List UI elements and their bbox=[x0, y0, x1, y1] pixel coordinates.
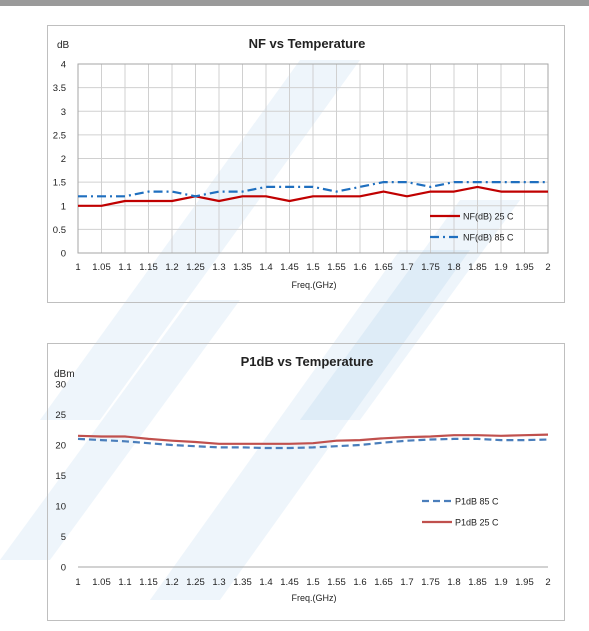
x-tick-label: 1.45 bbox=[280, 577, 299, 588]
x-tick-label: 1.05 bbox=[92, 262, 111, 273]
x-tick-label: 1.95 bbox=[515, 577, 534, 588]
x-tick-label: 1.5 bbox=[306, 262, 319, 273]
x-tick-label: 1.9 bbox=[494, 262, 507, 273]
x-tick-label: 1.15 bbox=[139, 262, 158, 273]
x-tick-label: 2 bbox=[545, 577, 550, 588]
y-tick-label: 30 bbox=[55, 380, 66, 391]
x-tick-label: 1.75 bbox=[421, 577, 440, 588]
y-tick-label: 3 bbox=[61, 107, 66, 118]
x-tick-label: 1.55 bbox=[327, 577, 346, 588]
x-tick-label: 1.6 bbox=[353, 262, 366, 273]
x-tick-label: 1.1 bbox=[118, 262, 131, 273]
x-tick-label: 1.65 bbox=[374, 262, 393, 273]
x-tick-label: 1.35 bbox=[233, 577, 252, 588]
series-line-0 bbox=[78, 185, 548, 207]
series-line-1 bbox=[77, 433, 549, 445]
chart-title: NF vs Temperature bbox=[249, 36, 366, 51]
y-tick-label: 0 bbox=[61, 563, 66, 574]
p1db-chart-panel: P1dB vs Temperature dBm 0 5 10 15 20 25 30 1 1.0… bbox=[47, 343, 565, 621]
x-tick-label: 1.7 bbox=[400, 262, 413, 273]
x-tick-label: 1.4 bbox=[259, 262, 272, 273]
x-tick-label: 1.9 bbox=[494, 577, 507, 588]
x-tick-label: 1.45 bbox=[280, 262, 299, 273]
x-tick-label: 1.35 bbox=[233, 262, 252, 273]
x-axis-label: Freq.(GHz) bbox=[292, 280, 337, 290]
y-tick-label: 20 bbox=[55, 441, 66, 452]
series-line-0 bbox=[77, 437, 549, 450]
legend-label: P1dB 85 C bbox=[455, 497, 499, 507]
p1db-chart-svg: P1dB vs Temperature dBm 0 5 10 15 20 25 30 1 1.0… bbox=[54, 354, 551, 603]
x-axis-label: Freq.(GHz) bbox=[292, 593, 337, 603]
x-tick-label: 1.95 bbox=[515, 262, 534, 273]
y-tick-label: 3.5 bbox=[53, 83, 66, 94]
x-tick-label: 1.3 bbox=[212, 262, 225, 273]
plot-area bbox=[77, 63, 549, 254]
x-tick-label: 1.25 bbox=[186, 577, 205, 588]
y-tick-label: 25 bbox=[55, 410, 66, 421]
x-tick-label: 1.05 bbox=[92, 577, 111, 588]
y-tick-label: 2.5 bbox=[53, 130, 66, 141]
x-tick-label: 1.4 bbox=[259, 577, 272, 588]
y-tick-label: 1.5 bbox=[53, 178, 66, 189]
x-tick-label: 1.75 bbox=[421, 262, 440, 273]
x-tick-label: 1.25 bbox=[186, 262, 205, 273]
legend-label: NF(dB) 25 C bbox=[463, 212, 514, 222]
legend-label: P1dB 25 C bbox=[455, 518, 499, 528]
x-tick-label: 1.8 bbox=[447, 577, 460, 588]
y-tick-label: 1 bbox=[61, 201, 66, 212]
x-tick-label: 1.85 bbox=[468, 262, 487, 273]
x-tick-label: 2 bbox=[545, 262, 550, 273]
y-axis-unit: dBm bbox=[54, 369, 75, 380]
nf-chart-svg: NF vs Temperature dB 0 0.5 1 1.5 2 2.5 3 3.5 4 1 1… bbox=[53, 36, 551, 290]
y-tick-label: 4 bbox=[61, 60, 66, 71]
y-tick-label: 10 bbox=[55, 502, 66, 513]
legend-label: NF(dB) 85 C bbox=[463, 233, 514, 243]
y-tick-label: 0.5 bbox=[53, 225, 66, 236]
x-tick-label: 1 bbox=[75, 262, 80, 273]
series-line-1 bbox=[78, 181, 548, 198]
nf-chart-panel: NF vs Temperature dB 0 0.5 1 1.5 2 2.5 3 3.5 4 1 1… bbox=[47, 25, 565, 303]
y-tick-label: 0 bbox=[61, 249, 66, 260]
x-tick-label: 1.85 bbox=[468, 577, 487, 588]
x-tick-label: 1.8 bbox=[447, 262, 460, 273]
top-border bbox=[0, 0, 589, 6]
x-tick-label: 1.1 bbox=[118, 577, 131, 588]
x-tick-label: 1.15 bbox=[139, 577, 158, 588]
x-tick-label: 1.6 bbox=[353, 577, 366, 588]
x-tick-label: 1.2 bbox=[165, 262, 178, 273]
y-tick-label: 5 bbox=[61, 532, 66, 543]
y-tick-label: 2 bbox=[61, 154, 66, 165]
x-tick-label: 1 bbox=[75, 577, 80, 588]
x-tick-label: 1.7 bbox=[400, 577, 413, 588]
x-tick-label: 1.65 bbox=[374, 577, 393, 588]
y-axis-unit: dB bbox=[57, 40, 70, 51]
chart-title: P1dB vs Temperature bbox=[241, 354, 374, 369]
x-tick-label: 1.3 bbox=[212, 577, 225, 588]
x-tick-label: 1.5 bbox=[306, 577, 319, 588]
x-tick-label: 1.2 bbox=[165, 577, 178, 588]
y-tick-label: 15 bbox=[55, 471, 66, 482]
x-tick-label: 1.55 bbox=[327, 262, 346, 273]
